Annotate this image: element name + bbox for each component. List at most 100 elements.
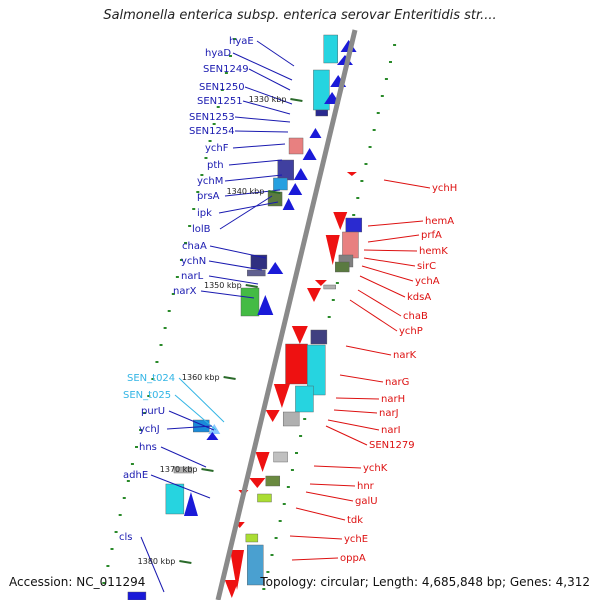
backbone-line <box>215 29 358 600</box>
leader-line <box>224 174 283 182</box>
gene-block <box>273 177 288 191</box>
gene-block <box>127 591 147 600</box>
gene-label-sen1249: SEN1249 <box>203 64 249 75</box>
gene-arrow-reverse <box>325 235 340 265</box>
gene-label-sen1279: SEN1279 <box>369 440 415 451</box>
gene-block <box>285 343 308 385</box>
gene-label-ychf: ychF <box>205 143 229 154</box>
leader-line <box>325 425 368 446</box>
gene-arrow-reverse <box>224 580 239 598</box>
tick-mark <box>184 242 188 244</box>
leader-line <box>357 289 402 317</box>
leader-line <box>160 446 207 468</box>
leader-line <box>200 290 255 299</box>
gene-label-hemk: hemK <box>419 246 448 257</box>
scale-tick <box>245 284 258 288</box>
leader-line <box>232 143 286 149</box>
gene-block <box>245 533 259 543</box>
leader-line <box>289 535 343 540</box>
gene-label-adhe: adhE <box>123 470 148 481</box>
scale-label: 1330 kbp <box>249 95 287 104</box>
gene-label-sen1251: SEN1251 <box>197 96 243 107</box>
gene-label-cls: cls <box>119 532 133 543</box>
leader-line <box>305 491 354 502</box>
leader-line <box>150 474 211 499</box>
leader-line <box>361 265 414 282</box>
accession-text: Accession: NC_011294 <box>9 575 146 589</box>
gene-block <box>288 137 304 155</box>
gene-arrow-forward <box>309 128 322 138</box>
gene-label-narl: narL <box>181 271 204 282</box>
leader-line <box>367 220 424 227</box>
gene-label-narh: narH <box>381 394 405 405</box>
gene-label-ipk: ipk <box>197 208 212 219</box>
tick-mark <box>372 129 376 131</box>
tick-mark <box>262 588 266 590</box>
tick-mark <box>303 418 307 420</box>
gene-arrow-reverse <box>273 384 290 408</box>
gene-block <box>240 287 260 317</box>
gene-label-ychk: ychK <box>363 463 388 474</box>
gene-arrow-reverse <box>306 288 321 302</box>
gene-label-sen1254: SEN1254 <box>189 126 235 137</box>
gene-block <box>310 329 328 345</box>
tick-mark <box>135 446 139 448</box>
tick-mark <box>208 140 212 142</box>
leader-line <box>345 345 392 356</box>
label-leaders <box>140 40 431 593</box>
tick-mark <box>163 327 167 329</box>
gene-label-hns: hns <box>139 442 157 453</box>
tick-mark <box>155 361 159 363</box>
gene-label-puru: purU <box>141 406 165 417</box>
gene-arrow-forward <box>183 492 198 516</box>
gene-block <box>345 217 363 233</box>
tick-mark <box>102 582 106 584</box>
gene-block <box>257 493 272 503</box>
backbone <box>215 29 358 600</box>
tick-mark <box>167 310 171 312</box>
leader-line <box>174 394 217 431</box>
leader-line <box>363 249 418 252</box>
gene-arrow-forward <box>302 148 317 160</box>
tick-mark <box>139 429 143 431</box>
gene-arrow-forward <box>282 198 295 210</box>
leader-line <box>339 374 384 383</box>
leader-line <box>359 275 406 298</box>
tick-mark <box>393 44 397 46</box>
gene-label-narx: narX <box>173 286 197 297</box>
tick-mark <box>106 565 110 567</box>
tick-mark <box>143 412 147 414</box>
gene-label-pth: pth <box>207 160 224 171</box>
leader-line <box>244 86 293 105</box>
gene-label-nark: narK <box>393 350 417 361</box>
tick-mark <box>118 514 122 516</box>
tick-mark <box>335 282 339 284</box>
leader-line <box>208 260 263 271</box>
leader-line <box>313 465 362 469</box>
gene-label-sen_t025: SEN_t025 <box>123 390 171 401</box>
gene-label-chab: chaB <box>403 311 428 322</box>
gene-block <box>250 254 268 270</box>
gene-label-ycha: ychA <box>415 276 440 287</box>
gene-label-kdsa: kdsA <box>407 292 431 303</box>
gene-arrow-reverse <box>333 212 348 230</box>
tick-mark <box>274 537 278 539</box>
gene-label-nari: narI <box>381 425 401 436</box>
gene-block <box>165 483 185 515</box>
scale-labels: 1330 kbp 1340 kbp 1350 kbp 1360 kbp 1370 kbp… <box>138 95 303 566</box>
gene-label-tdk: tdk <box>347 515 363 526</box>
leader-line <box>166 425 213 430</box>
gene-label-lolb: lolB <box>192 224 211 235</box>
tick-mark <box>179 259 183 261</box>
tick-mark <box>228 55 232 57</box>
gene-label-chaa: chaA <box>182 241 207 252</box>
leader-line <box>248 68 291 91</box>
leader-line <box>219 195 273 230</box>
tick-mark <box>216 106 220 108</box>
gene-block <box>247 269 266 277</box>
tick-mark <box>233 38 237 40</box>
gene-block <box>315 109 328 117</box>
leader-line <box>309 483 356 487</box>
